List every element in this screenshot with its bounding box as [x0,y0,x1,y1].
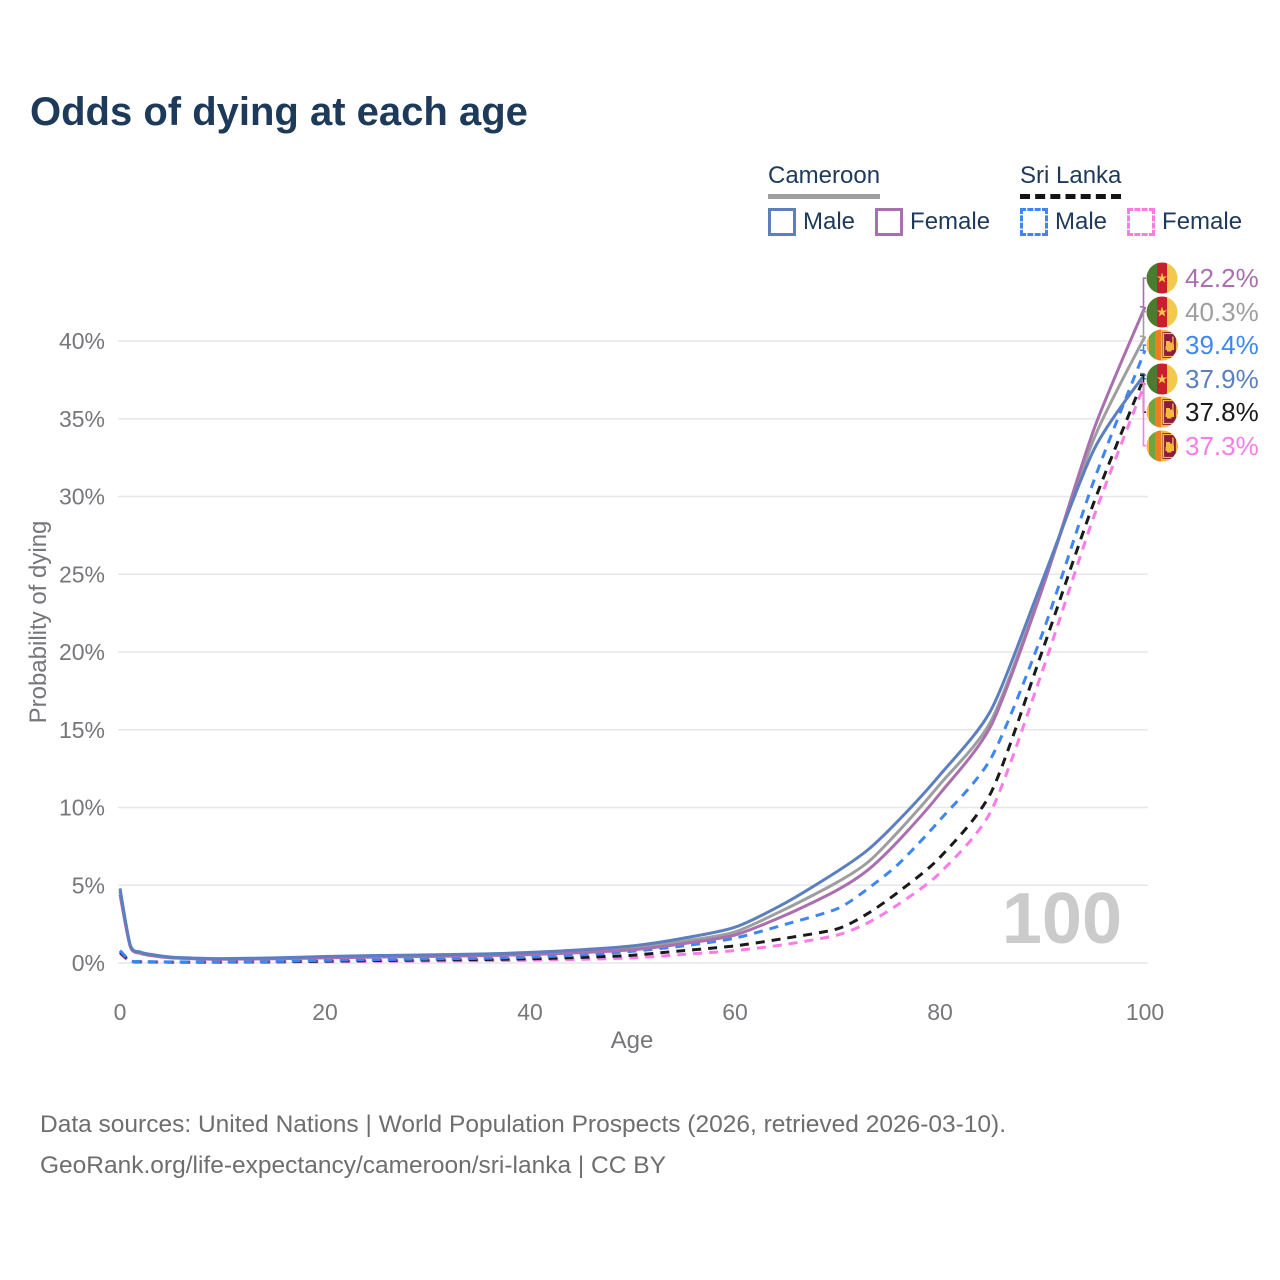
legend-group-cameroon: Cameroon Male Female [768,162,1010,236]
line-sri-lanka-female [119,382,1147,964]
x-tick-label: 60 [722,999,748,1025]
age-counter-watermark: 100 [1002,879,1122,959]
x-tick-label: 80 [927,999,953,1025]
connector-cameroon-female [1140,277,1146,308]
legend-label-cameroon-male[interactable]: Male [803,208,856,235]
y-tick-label: 30% [59,484,105,510]
y-tick-label: 15% [59,717,105,743]
footer-data-sources: Data sources: United Nations | World Pop… [40,1111,1007,1138]
legend-title-cameroon: Cameroon [768,162,881,199]
y-tick-label: 10% [59,795,105,821]
line-cameroon-female [118,306,1147,961]
legend-label-sri-lanka-female[interactable]: Female [1162,208,1243,235]
x-tick-label: 100 [1126,999,1164,1025]
y-tick-label: 40% [59,328,105,354]
legend-group-sri-lanka: Sri Lanka Male Female [1020,162,1262,236]
y-tick-label: 0% [72,950,105,976]
end-label-connectors [1140,277,1146,447]
connector-sri-lanka-female [1140,382,1146,447]
legend-label-cameroon-female[interactable]: Female [910,208,991,235]
series-curves [118,306,1147,964]
y-tick-label: 35% [59,406,105,432]
x-tick-label: 0 [114,999,127,1025]
footer-attribution: GeoRank.org/life-expectancy/cameroon/sri… [40,1152,666,1179]
y-tick-label: 25% [59,561,105,587]
gridlines [118,340,1148,964]
footer: Data sources: United Nations | World Pop… [40,1104,1006,1186]
line-cameroon-male [118,372,1147,961]
x-tick-label: 20 [312,999,338,1025]
line-sri-lanka-all [118,374,1147,964]
y-tick-label: 5% [72,872,105,898]
page-title: Odds of dying at each age [30,90,528,134]
legend-title-sri-lanka: Sri Lanka [1020,162,1122,199]
x-tick-label: 40 [517,999,543,1025]
line-sri-lanka-male [118,349,1147,964]
line-cameroon-all [118,335,1147,961]
connector-cameroon-all [1140,310,1146,338]
x-axis-title: Age [611,1027,654,1054]
legend-swatch-cameroon-male[interactable] [768,208,796,236]
legend-label-sri-lanka-male[interactable]: Male [1055,208,1108,235]
connector-sri-lanka-male [1140,344,1146,352]
legend-swatch-sri-lanka-female[interactable] [1127,208,1156,236]
legend-swatch-sri-lanka-male[interactable] [1020,208,1048,236]
y-axis-title: Probability of dying [25,521,52,724]
y-tick-label: 20% [59,639,105,665]
legend-swatch-cameroon-female[interactable] [875,208,904,236]
